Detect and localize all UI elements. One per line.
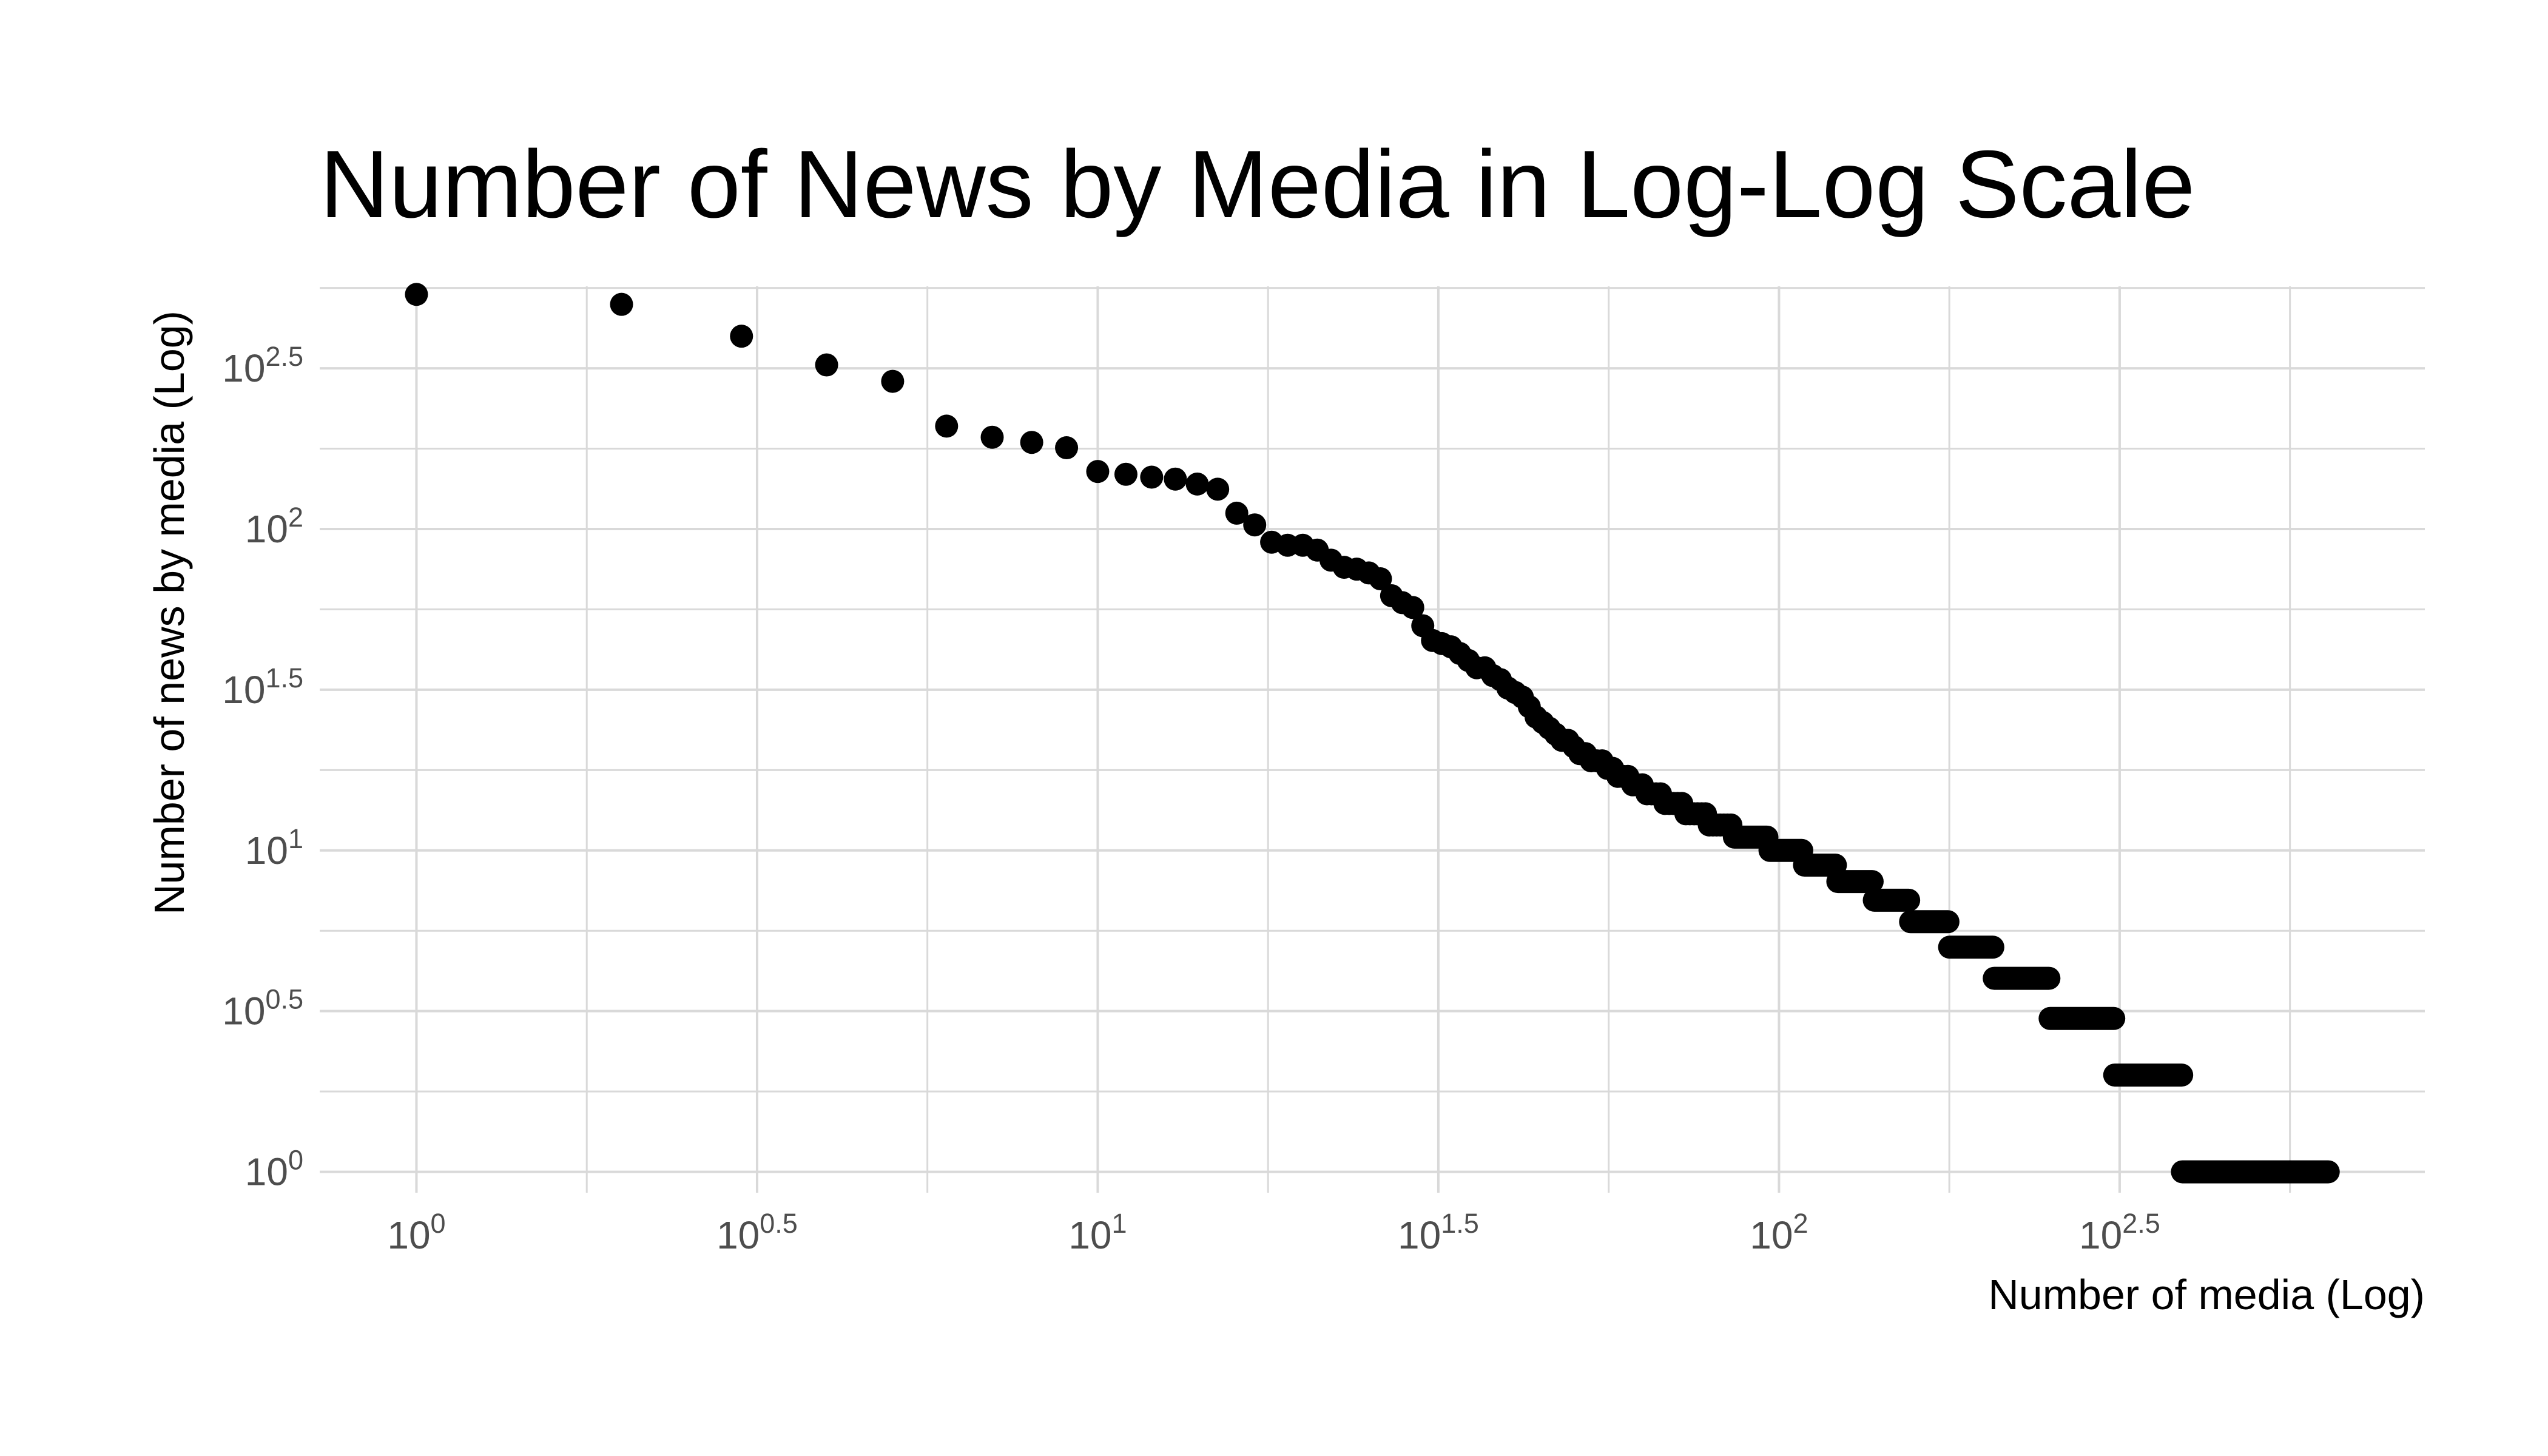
data-point: [935, 414, 959, 438]
x-tick-label: 100: [387, 1208, 445, 1257]
data-point: [1114, 462, 1138, 486]
x-tick-label: 102: [1750, 1208, 1808, 1257]
data-point: [1140, 465, 1164, 489]
data-point: [1185, 472, 1209, 496]
x-tick-label: 101: [1068, 1208, 1127, 1257]
data-point: [815, 353, 838, 377]
data-point: [980, 425, 1004, 449]
data-points: [405, 283, 2340, 1184]
y-tick-label: 100: [245, 1145, 303, 1194]
data-point: [1401, 596, 1424, 619]
data-point: [1055, 436, 1079, 460]
y-axis-label: Number of news by media (Log): [146, 311, 193, 915]
y-tick-label: 101.5: [222, 662, 303, 712]
data-point: [610, 292, 633, 316]
data-point: [1020, 431, 1043, 454]
x-axis-tick-labels: 100 100.5 101 101.5 102 102.5: [387, 1208, 2160, 1257]
y-axis-tick-labels: 100 100.5 101 101.5 102 102.5: [222, 341, 303, 1193]
x-tick-label: 101.5: [1398, 1208, 1479, 1257]
x-tick-label: 102.5: [2079, 1208, 2160, 1257]
data-point: [1225, 501, 1249, 525]
y-tick-label: 102.5: [222, 341, 303, 390]
x-tick-label: 100.5: [716, 1208, 798, 1257]
data-point: [1369, 567, 1392, 591]
y-tick-label: 102: [245, 502, 303, 551]
data-point: [1243, 513, 1267, 537]
y-tick-label: 101: [245, 823, 303, 872]
data-point: [1206, 477, 1230, 501]
data-point: [730, 325, 753, 348]
y-tick-label: 100.5: [222, 984, 303, 1033]
grid-major-lines: [320, 286, 2425, 1193]
x-axis-label: Number of media (Log): [1988, 1271, 2425, 1318]
data-point: [881, 369, 905, 393]
data-point: [1164, 467, 1187, 491]
data-point: [405, 283, 428, 306]
chart-title: Number of News by Media in Log-Log Scale: [320, 131, 2195, 238]
data-point: [1086, 460, 1110, 484]
grid-minor-lines: [320, 286, 2425, 1193]
